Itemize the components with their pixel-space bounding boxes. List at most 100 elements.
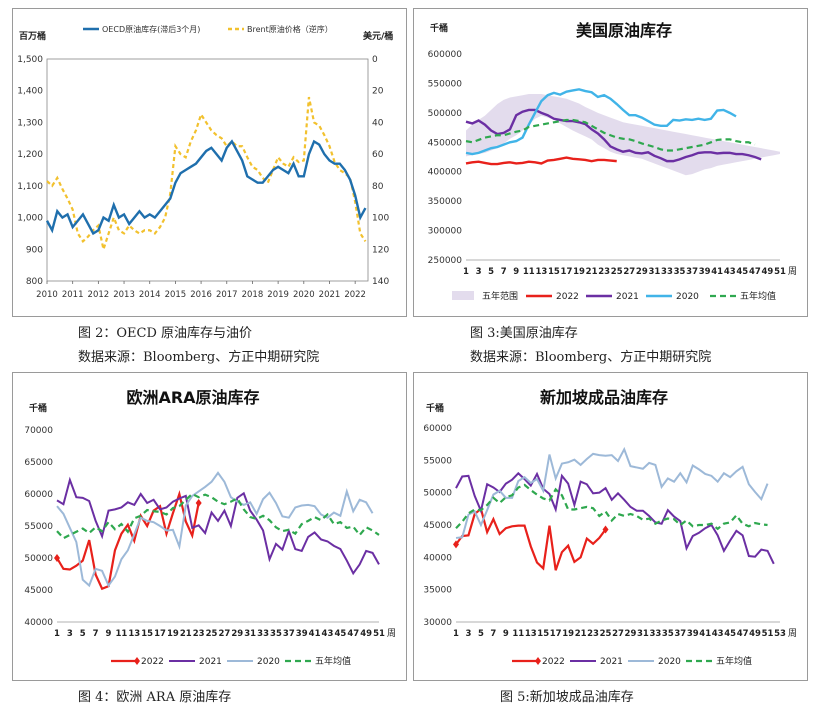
sg-legend-label: 五年均值 <box>716 655 752 667</box>
us-chart-title: 美国原油库存 <box>576 21 672 40</box>
ara-legend-marker <box>134 657 140 665</box>
us-xtick: 31 <box>648 267 660 277</box>
sg-xtick: 3 <box>466 629 472 639</box>
ara-ylabel: 千桶 <box>29 402 47 414</box>
us-legend-label: 2020 <box>676 292 699 302</box>
us-legend-label: 五年均值 <box>740 290 776 302</box>
us-xtick: 47 <box>749 267 761 277</box>
sg-xtick: 29 <box>625 629 637 639</box>
oecd-xtick: 2018 <box>242 290 264 300</box>
oecd-xtick: 2013 <box>113 290 135 300</box>
brent-series-line <box>46 96 367 254</box>
us-xtick: 41 <box>711 267 723 277</box>
us-xtick: 9 <box>513 267 519 277</box>
ara-xtick: 31 <box>244 629 256 639</box>
oecd-panel: 百万桶 美元/桶 1,500 1,400 1,300 1,200 1,100 1,000 900… <box>12 8 407 317</box>
oecd-y2-ytick: 120 <box>372 245 389 255</box>
sg-chart-title: 新加坡成品油库存 <box>540 388 668 407</box>
oecd-ytick: 1,300 <box>17 118 43 128</box>
sg-ylabel: 千桶 <box>426 402 444 414</box>
us-xtick: 5 <box>488 267 494 277</box>
oecd-ytick: 1,000 <box>17 214 43 224</box>
oecd-xtick: 2021 <box>319 290 341 300</box>
sg-xtick: 13 <box>525 629 537 639</box>
ara-xtick: 11 <box>115 629 127 639</box>
ara-series-五年均值 <box>56 492 380 540</box>
us-xtick: 45 <box>736 267 748 277</box>
us-xtick: 1 <box>463 267 469 277</box>
ara-ytick: 40000 <box>24 618 53 628</box>
sg-panel: 新加坡成品油库存 千桶 60000 55000 50000 45000 40000 35000… <box>413 372 808 681</box>
us-xtick: 25 <box>611 267 623 277</box>
us-legend-label: 2022 <box>556 292 579 302</box>
oecd-xtick: 2022 <box>344 290 366 300</box>
sg-xtick: 27 <box>612 629 624 639</box>
oecd-ytick: 800 <box>26 277 43 287</box>
ara-ytick: 55000 <box>24 522 53 532</box>
us-xtick: 15 <box>548 267 560 277</box>
sg-ytick: 50000 <box>423 489 452 499</box>
oecd-ytick: 1,500 <box>17 55 43 65</box>
us-legend-swatch <box>452 291 474 300</box>
us-ytick: 600000 <box>428 50 463 60</box>
sg-legend-label: 2022 <box>542 657 565 667</box>
sg-legend-label: 2020 <box>658 657 681 667</box>
sg-xtick: 35 <box>662 629 674 639</box>
sg-series-2022-start-marker <box>453 540 459 549</box>
ara-chart-title: 欧洲ARA原油库存 <box>126 388 259 407</box>
sg-ytick: 35000 <box>423 586 452 596</box>
sg-ytick: 60000 <box>423 424 452 434</box>
fig4-caption: 图 4：欧洲 ARA 原油库存 <box>78 690 232 705</box>
oecd-xtick: 2016 <box>190 290 212 300</box>
sg-xtick: 9 <box>503 629 509 639</box>
ara-xtick: 51 <box>373 629 385 639</box>
sg-legend-marker <box>535 657 541 665</box>
us-xtick: 51 <box>774 267 786 277</box>
ara-xtick: 47 <box>347 629 359 639</box>
ara-xtick: 5 <box>80 629 86 639</box>
ara-xtick: 29 <box>231 629 243 639</box>
sg-xtick: 31 <box>637 629 649 639</box>
ara-series-2022-start-marker <box>54 554 60 562</box>
ara-ytick: 50000 <box>24 554 53 564</box>
sg-ytick: 45000 <box>423 521 452 531</box>
oecd-xtick: 2017 <box>216 290 238 300</box>
us-xtick: 29 <box>636 267 648 277</box>
ara-xtick: 25 <box>206 629 218 639</box>
oecd-y2-ytick: 140 <box>372 277 389 287</box>
ara-xtick: 35 <box>270 629 282 639</box>
us-ytick: 450000 <box>428 138 463 148</box>
ara-xtick: 27 <box>219 629 231 639</box>
sg-xtick: 43 <box>712 629 724 639</box>
ara-xtick: 19 <box>167 629 179 639</box>
us-xtick: 11 <box>523 267 535 277</box>
sg-xtick: 5 <box>478 629 484 639</box>
oecd-ytick: 1,200 <box>17 150 43 160</box>
us-legend-label: 2021 <box>616 292 639 302</box>
ara-xtick: 21 <box>180 629 192 639</box>
sg-series-2020 <box>455 446 769 539</box>
oecd-chart: 百万桶 美元/桶 1,500 1,400 1,300 1,200 1,100 1,000 900… <box>17 24 393 300</box>
us-xtick: 49 <box>762 267 774 277</box>
us-xtick: 33 <box>661 267 673 277</box>
sg-legend-label: 2021 <box>600 657 623 667</box>
us-xtick: 37 <box>686 267 698 277</box>
fig2-source: 数据来源：Bloomberg、方正中期研究院 <box>78 350 320 365</box>
us-ytick: 300000 <box>428 227 463 237</box>
ara-xtick: 13 <box>128 629 140 639</box>
oecd-xtick: 2015 <box>165 290 187 300</box>
fig5-caption: 图 5:新加坡成品油库存 <box>500 690 634 705</box>
us-panel: 美国原油库存 千桶 600000 550000 500000 450000 400000 35… <box>413 8 808 317</box>
ara-xtick: 39 <box>296 629 308 639</box>
ara-legend-label: 2021 <box>199 657 222 667</box>
us-ytick: 550000 <box>428 79 463 89</box>
sg-xtick: 11 <box>512 629 524 639</box>
sg-xtick: 49 <box>749 629 761 639</box>
oecd-y2-ytick: 0 <box>372 55 378 65</box>
us-xtick: 39 <box>699 267 711 277</box>
oecd-y2label: 美元/桶 <box>363 30 393 42</box>
ara-ytick: 45000 <box>24 586 53 596</box>
oecd-y2-ytick: 100 <box>372 214 389 224</box>
oecd-y2-ytick: 60 <box>372 150 384 160</box>
